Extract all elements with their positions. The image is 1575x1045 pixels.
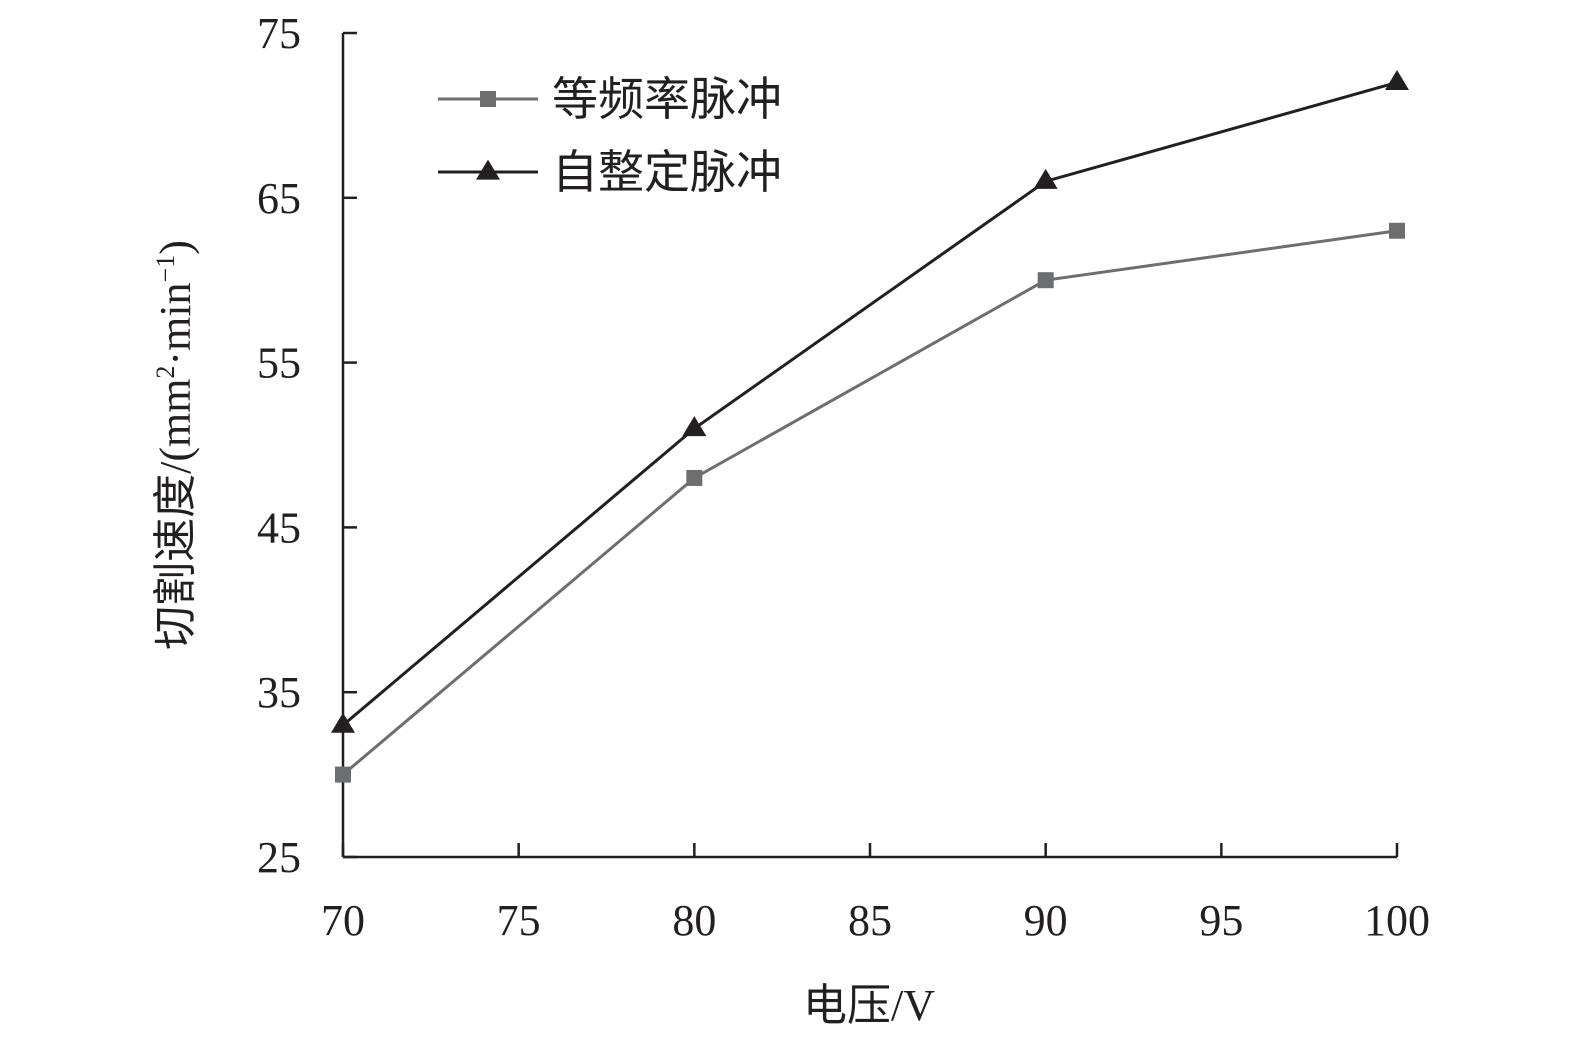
y-axis-title-superscript-2: 2 xyxy=(151,366,180,379)
x-tick-label: 100 xyxy=(1364,896,1430,945)
data-point-triangle xyxy=(682,416,707,437)
series-line xyxy=(342,80,1398,727)
y-tick-label: 35 xyxy=(257,668,301,717)
legend-label: 等频率脉冲 xyxy=(552,74,782,125)
x-tick-label: 90 xyxy=(1024,896,1068,945)
legend-marker-triangle xyxy=(476,159,500,180)
x-tick-label: 80 xyxy=(672,896,716,945)
x-tick-label: 75 xyxy=(497,896,541,945)
data-point-square xyxy=(1389,222,1405,239)
data-point-triangle xyxy=(331,712,355,733)
legend-label: 自整定脉冲 xyxy=(552,147,782,198)
data-point-square xyxy=(686,469,703,486)
y-axis-title-mid: ·min xyxy=(151,282,200,365)
legend-marker-square xyxy=(480,91,496,107)
data-point-triangle xyxy=(1385,70,1409,91)
x-tick-label: 85 xyxy=(848,896,892,945)
y-axis-title: 切割速度/(mm2·min−1) xyxy=(151,240,200,650)
legend-item: 等频率脉冲 xyxy=(438,74,782,125)
series-1 xyxy=(335,222,1405,783)
data-point-square xyxy=(335,766,351,783)
y-tick-label: 75 xyxy=(257,9,301,58)
data-point-triangle xyxy=(1033,168,1058,189)
y-axis-title-close: ) xyxy=(151,240,200,255)
x-tick-label: 95 xyxy=(1199,896,1243,945)
y-tick-label: 25 xyxy=(257,833,301,882)
y-tick-label: 65 xyxy=(257,174,301,223)
series-line xyxy=(342,229,1398,776)
y-tick-label: 55 xyxy=(257,339,301,388)
x-tick-label: 70 xyxy=(321,896,365,945)
y-tick-label: 45 xyxy=(257,503,301,552)
series-layer xyxy=(331,70,1409,783)
series-2 xyxy=(331,70,1409,733)
axes: 25 35 45 55 65 75 70 75 80 85 90 95 100 xyxy=(257,9,1430,945)
y-axis-title-main: 切割速度/(mm xyxy=(151,379,200,650)
legend-item: 自整定脉冲 xyxy=(438,147,782,198)
data-point-square xyxy=(1037,272,1054,289)
y-axis-title-superscript-minus-1: −1 xyxy=(151,255,180,283)
x-axis-title: 电压/V xyxy=(803,981,935,1030)
